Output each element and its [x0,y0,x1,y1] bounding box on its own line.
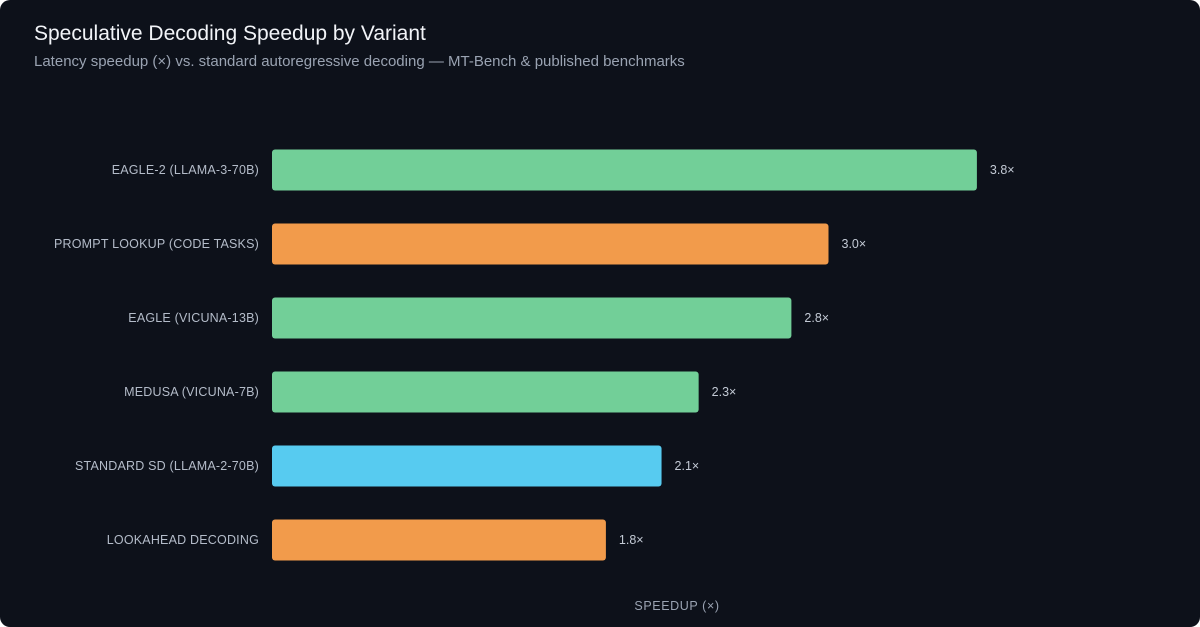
value-label: 2.3× [712,385,737,399]
category-label: LOOKAHEAD DECODING [107,533,259,547]
category-label: EAGLE (VICUNA-13B) [128,311,259,325]
value-label: 3.8× [990,163,1015,177]
bar [272,519,606,561]
bar [272,445,662,487]
x-axis-title: SPEEDUP (×) [634,599,719,613]
value-label: 1.8× [619,533,644,547]
chart-title: Speculative Decoding Speedup by Variant [34,22,426,45]
bar [272,297,792,339]
category-label: MEDUSA (VICUNA-7B) [124,385,259,399]
category-label: PROMPT LOOKUP (CODE TASKS) [54,237,259,251]
bar [272,223,829,265]
category-label: STANDARD SD (LLAMA-2-70B) [75,459,259,473]
value-label: 2.8× [804,311,829,325]
chart-subtitle: Latency speedup (×) vs. standard autoreg… [34,53,685,70]
value-label: 2.1× [675,459,700,473]
category-label: EAGLE-2 (LLAMA-3-70B) [112,163,259,177]
bar [272,149,977,191]
bar-group: EAGLE-2 (LLAMA-3-70B) 3.8× PROMPT LOOKUP (… [54,149,1015,561]
bar [272,371,699,413]
value-label: 3.0× [842,237,867,251]
